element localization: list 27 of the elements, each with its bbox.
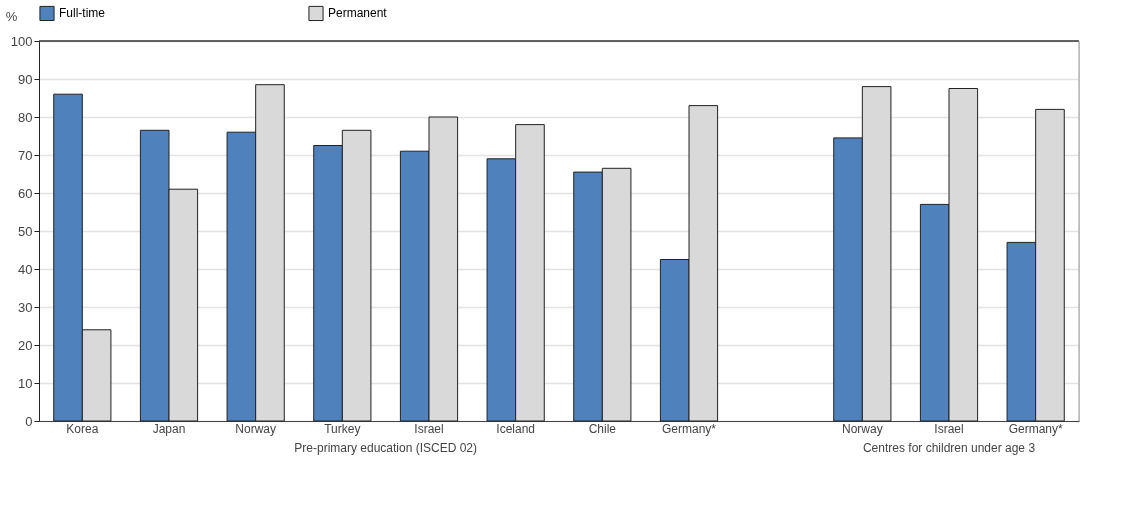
x-tick-label: Norway [841,421,883,436]
x-tick-label: Korea [66,421,99,436]
x-tick-label: Norway [235,421,277,436]
x-tick-label: Iceland [496,421,536,436]
y-tick-label: 20 [18,337,33,353]
x-tick-label: Israel [934,421,964,436]
x-tick-label: Chile [588,421,617,436]
y-tick-label: 30 [18,299,33,315]
y-tick-label: 90 [18,71,33,87]
y-tick-label: 100 [10,33,33,49]
y-tick-label: 70 [18,147,33,163]
x-tick-label: Israel [414,421,444,436]
y-tick-label: 80 [18,109,33,125]
x-tick-label: Germany* [1008,421,1063,436]
text: Pre-primary education (ISCED 02) [294,441,478,455]
x-tick-label: Germany* [661,421,717,436]
legend-label: Full-time [59,6,106,21]
y-tick-label: 60 [18,185,33,201]
y-axis-title: % [5,8,18,24]
x-tick-label: Japan [152,421,186,436]
y-tick-label: 10 [18,375,33,391]
x-tick-label: Turkey [324,421,361,436]
y-tick-label: 50 [18,223,33,239]
legend-label: Permanent [328,6,388,21]
text: Centres for children under age 3 [862,441,1036,455]
y-tick-label: 40 [18,261,33,277]
y-tick-label: 0 [25,413,33,429]
